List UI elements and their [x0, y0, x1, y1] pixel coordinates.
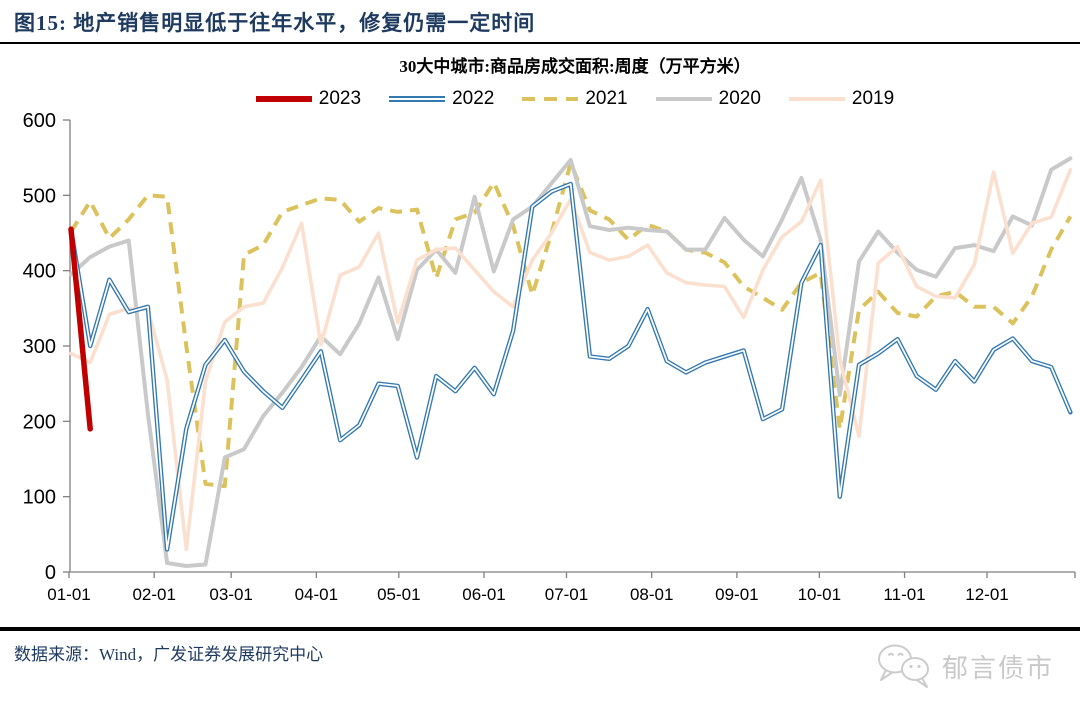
- legend-swatch-2023: [255, 96, 312, 102]
- legend-label: 2019: [851, 88, 895, 109]
- legend-item-2019: 2019: [788, 88, 895, 110]
- legend-swatch-2020: [655, 96, 712, 102]
- brand-watermark: 郁言债市: [876, 642, 1054, 690]
- series-2021: [69, 160, 1073, 489]
- legend-swatch-2021: [522, 96, 579, 102]
- y-tick-label: 600: [23, 110, 56, 132]
- figure-title: 图15: 地产销售明显低于往年水平，修复仍需一定时间: [14, 11, 536, 35]
- x-tick-label: 04-01: [295, 585, 338, 604]
- x-tick-label: 02-01: [132, 585, 175, 604]
- series-2020: [69, 156, 1073, 568]
- legend-item-2023: 2023: [255, 88, 362, 110]
- brand-name: 郁言债市: [941, 653, 1054, 683]
- x-tick-label: 11-01: [883, 585, 925, 604]
- y-tick-label: 100: [23, 487, 56, 509]
- title-divider: [0, 42, 1080, 44]
- chart-legend: 2023 2022 2021 2020 2019: [70, 88, 1080, 110]
- x-tick-label: 07-01: [545, 585, 588, 604]
- x-tick-label: 05-01: [377, 585, 420, 604]
- legend-label: 2022: [452, 88, 495, 109]
- y-tick-label: 400: [23, 261, 56, 283]
- x-tick-label: 09-01: [715, 585, 758, 604]
- x-tick-label: 06-01: [462, 585, 505, 604]
- y-tick-label: 500: [23, 185, 56, 207]
- legend-item-2021: 2021: [522, 88, 628, 110]
- x-tick-label: 01-01: [47, 585, 90, 604]
- axes: [63, 119, 1076, 578]
- x-tick-label: 10-01: [798, 585, 841, 604]
- legend-label: 2023: [318, 88, 362, 109]
- series-2022: [68, 181, 1073, 552]
- series-2023: [68, 226, 93, 432]
- axis-labels: 0 100 200 300 400 500 600 01-01 02-01 03-01 04-01 0…: [23, 110, 1009, 604]
- data-source-note: 数据来源：Wind，广发证券发展研究中心: [14, 645, 324, 664]
- footer-divider: [0, 627, 1080, 631]
- chart-canvas: 0 100 200 300 400 500 600 01-01 02-01 03-01 04-01 0…: [23, 110, 1076, 604]
- y-tick-label: 200: [23, 411, 56, 433]
- line-chart: 0 100 200 300 400 500 600 01-01 02-01 03-01 04-01 0…: [0, 108, 1080, 618]
- legend-swatch-2022: [389, 96, 446, 102]
- y-tick-label: 0: [45, 562, 56, 584]
- series-2019: [69, 167, 1073, 552]
- wechat-bubbles-icon: [877, 644, 929, 688]
- x-tick-label: 03-01: [209, 585, 252, 604]
- chart-subtitle: 30大中城市:商品房成交面积:周度（万平方米）: [399, 57, 751, 76]
- legend-item-2022: 2022: [389, 88, 494, 110]
- legend-label: 2020: [718, 88, 761, 109]
- y-tick-label: 300: [23, 336, 56, 358]
- x-tick-label: 12-01: [965, 585, 1008, 604]
- legend-item-2020: 2020: [655, 88, 761, 110]
- legend-label: 2021: [585, 88, 628, 109]
- x-tick-label: 08-01: [630, 585, 673, 604]
- legend-swatch-2019: [788, 96, 845, 102]
